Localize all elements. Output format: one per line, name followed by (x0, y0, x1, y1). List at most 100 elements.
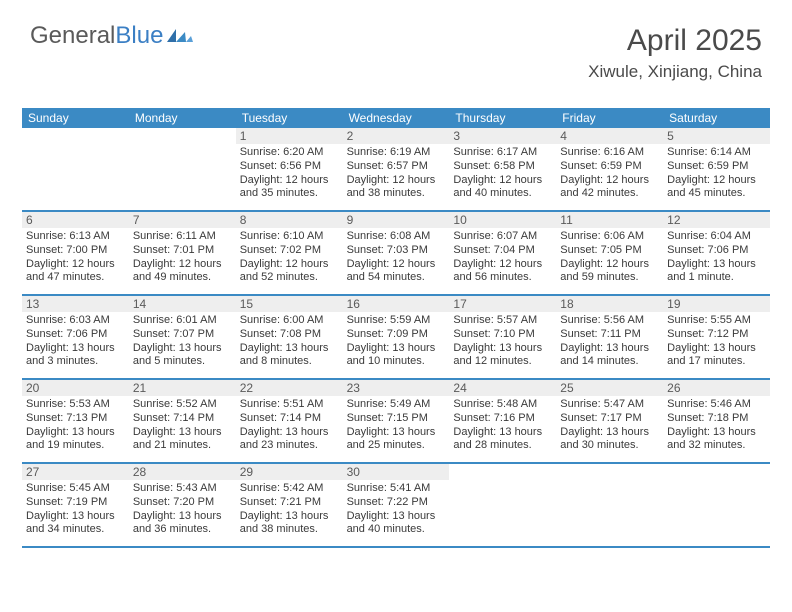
month-title: April 2025 (588, 24, 762, 58)
day-header: Monday (129, 108, 236, 128)
day-details: Sunrise: 5:46 AMSunset: 7:18 PMDaylight:… (667, 398, 766, 453)
calendar-day-cell: 8Sunrise: 6:10 AMSunset: 7:02 PMDaylight… (236, 212, 343, 294)
calendar-day-cell: 16Sunrise: 5:59 AMSunset: 7:09 PMDayligh… (343, 296, 450, 378)
calendar-header-row: SundayMondayTuesdayWednesdayThursdayFrid… (22, 108, 770, 128)
calendar-day-cell: 24Sunrise: 5:48 AMSunset: 7:16 PMDayligh… (449, 380, 556, 462)
calendar-day-cell: 28 Sunrise: 5:43 AMSunset: 7:20 PMDayligh… (129, 464, 236, 546)
day-details: Sunrise: 5:56 AMSunset: 7:11 PMDaylight:… (560, 314, 659, 369)
day-number: 23 (343, 380, 450, 396)
day-details: Sunrise: 5:41 AMSunset: 7:22 PMDaylight:… (347, 482, 446, 537)
day-number: 4 (556, 128, 663, 144)
day-number: 22 (236, 380, 343, 396)
calendar-day-cell: 27 Sunrise: 5:45 AMSunset: 7:19 PMDayligh… (22, 464, 129, 546)
day-number: 8 (236, 212, 343, 228)
day-header: Friday (556, 108, 663, 128)
day-details: Sunrise: 5:53 AMSunset: 7:13 PMDaylight:… (26, 398, 125, 453)
day-header: Sunday (22, 108, 129, 128)
calendar-day-cell: 4 Sunrise: 6:16 AMSunset: 6:59 PMDaylight… (556, 128, 663, 210)
calendar-empty-cell (129, 128, 236, 210)
day-details: Sunrise: 6:17 AMSunset: 6:58 PMDaylight:… (453, 146, 552, 201)
calendar-row: 20 Sunrise: 5:53 AMSunset: 7:13 PMDayligh… (22, 380, 770, 464)
day-details: Sunrise: 6:08 AMSunset: 7:03 PMDaylight:… (347, 230, 446, 285)
calendar-empty-cell (22, 128, 129, 210)
calendar-empty-cell (556, 464, 663, 546)
day-details: Sunrise: 5:55 AMSunset: 7:12 PMDaylight:… (667, 314, 766, 369)
brand-logo: GeneralBlue (30, 22, 193, 50)
calendar-day-cell: 18 Sunrise: 5:56 AMSunset: 7:11 PMDayligh… (556, 296, 663, 378)
day-number: 28 (129, 464, 236, 480)
calendar-day-cell: 14Sunrise: 6:01 AMSunset: 7:07 PMDayligh… (129, 296, 236, 378)
calendar-day-cell: 13Sunrise: 6:03 AMSunset: 7:06 PMDayligh… (22, 296, 129, 378)
calendar-row: 1Sunrise: 6:20 AMSunset: 6:56 PMDaylight… (22, 128, 770, 212)
day-details: Sunrise: 5:45 AMSunset: 7:19 PMDaylight:… (26, 482, 125, 537)
day-number: 17 (449, 296, 556, 312)
day-details: Sunrise: 5:42 AMSunset: 7:21 PMDaylight:… (240, 482, 339, 537)
calendar-day-cell: 10Sunrise: 6:07 AMSunset: 7:04 PMDayligh… (449, 212, 556, 294)
calendar-day-cell: 23Sunrise: 5:49 AMSunset: 7:15 PMDayligh… (343, 380, 450, 462)
day-number: 30 (343, 464, 450, 480)
day-number: 7 (129, 212, 236, 228)
day-number: 14 (129, 296, 236, 312)
header-block: April 2025 Xiwule, Xinjiang, China (588, 24, 762, 82)
day-details: Sunrise: 6:06 AMSunset: 7:05 PMDaylight:… (560, 230, 659, 285)
day-details: Sunrise: 6:11 AMSunset: 7:01 PMDaylight:… (133, 230, 232, 285)
day-number: 11 (556, 212, 663, 228)
day-number: 26 (663, 380, 770, 396)
day-details: Sunrise: 6:14 AMSunset: 6:59 PMDaylight:… (667, 146, 766, 201)
calendar-day-cell: 17 Sunrise: 5:57 AMSunset: 7:10 PMDayligh… (449, 296, 556, 378)
day-number: 3 (449, 128, 556, 144)
calendar-day-cell: 25 Sunrise: 5:47 AMSunset: 7:17 PMDayligh… (556, 380, 663, 462)
day-number: 24 (449, 380, 556, 396)
calendar-day-cell: 15 Sunrise: 6:00 AMSunset: 7:08 PMDayligh… (236, 296, 343, 378)
day-details: Sunrise: 5:51 AMSunset: 7:14 PMDaylight:… (240, 398, 339, 453)
day-details: Sunrise: 5:57 AMSunset: 7:10 PMDaylight:… (453, 314, 552, 369)
day-number: 18 (556, 296, 663, 312)
day-number: 16 (343, 296, 450, 312)
calendar-day-cell: 5Sunrise: 6:14 AMSunset: 6:59 PMDaylight… (663, 128, 770, 210)
calendar-day-cell: 2Sunrise: 6:19 AMSunset: 6:57 PMDaylight… (343, 128, 450, 210)
calendar-day-cell: 1Sunrise: 6:20 AMSunset: 6:56 PMDaylight… (236, 128, 343, 210)
calendar-day-cell: 6 Sunrise: 6:13 AMSunset: 7:00 PMDaylight… (22, 212, 129, 294)
day-number: 12 (663, 212, 770, 228)
day-details: Sunrise: 6:19 AMSunset: 6:57 PMDaylight:… (347, 146, 446, 201)
day-details: Sunrise: 6:07 AMSunset: 7:04 PMDaylight:… (453, 230, 552, 285)
calendar-day-cell: 12Sunrise: 6:04 AMSunset: 7:06 PMDayligh… (663, 212, 770, 294)
calendar-day-cell: 3 Sunrise: 6:17 AMSunset: 6:58 PMDaylight… (449, 128, 556, 210)
day-details: Sunrise: 6:00 AMSunset: 7:08 PMDaylight:… (240, 314, 339, 369)
day-number: 13 (22, 296, 129, 312)
calendar-day-cell: 26 Sunrise: 5:46 AMSunset: 7:18 PMDayligh… (663, 380, 770, 462)
day-details: Sunrise: 6:16 AMSunset: 6:59 PMDaylight:… (560, 146, 659, 201)
day-number: 6 (22, 212, 129, 228)
day-number: 20 (22, 380, 129, 396)
calendar-row: 27 Sunrise: 5:45 AMSunset: 7:19 PMDayligh… (22, 464, 770, 548)
calendar-day-cell: 22 Sunrise: 5:51 AMSunset: 7:14 PMDayligh… (236, 380, 343, 462)
calendar-day-cell: 30 Sunrise: 5:41 AMSunset: 7:22 PMDayligh… (343, 464, 450, 546)
day-number: 29 (236, 464, 343, 480)
calendar-day-cell: 20 Sunrise: 5:53 AMSunset: 7:13 PMDayligh… (22, 380, 129, 462)
day-details: Sunrise: 5:47 AMSunset: 7:17 PMDaylight:… (560, 398, 659, 453)
brand-wave-icon (167, 27, 193, 45)
calendar-empty-cell (449, 464, 556, 546)
brand-part1: General (30, 22, 115, 49)
calendar-day-cell: 7 Sunrise: 6:11 AMSunset: 7:01 PMDaylight… (129, 212, 236, 294)
day-number: 9 (343, 212, 450, 228)
calendar-day-cell: 9 Sunrise: 6:08 AMSunset: 7:03 PMDaylight… (343, 212, 450, 294)
day-number: 21 (129, 380, 236, 396)
calendar-body: 1Sunrise: 6:20 AMSunset: 6:56 PMDaylight… (22, 128, 770, 548)
day-header: Wednesday (343, 108, 450, 128)
calendar-day-cell: 19Sunrise: 5:55 AMSunset: 7:12 PMDayligh… (663, 296, 770, 378)
day-header: Tuesday (236, 108, 343, 128)
calendar-row: 13Sunrise: 6:03 AMSunset: 7:06 PMDayligh… (22, 296, 770, 380)
calendar-table: SundayMondayTuesdayWednesdayThursdayFrid… (22, 108, 770, 548)
calendar-empty-cell (663, 464, 770, 546)
day-number: 1 (236, 128, 343, 144)
calendar-day-cell: 29 Sunrise: 5:42 AMSunset: 7:21 PMDayligh… (236, 464, 343, 546)
day-details: Sunrise: 6:13 AMSunset: 7:00 PMDaylight:… (26, 230, 125, 285)
day-number: 25 (556, 380, 663, 396)
day-number: 27 (22, 464, 129, 480)
day-header: Thursday (449, 108, 556, 128)
day-details: Sunrise: 5:43 AMSunset: 7:20 PMDaylight:… (133, 482, 232, 537)
day-number: 15 (236, 296, 343, 312)
day-details: Sunrise: 5:52 AMSunset: 7:14 PMDaylight:… (133, 398, 232, 453)
calendar-day-cell: 11 Sunrise: 6:06 AMSunset: 7:05 PMDayligh… (556, 212, 663, 294)
